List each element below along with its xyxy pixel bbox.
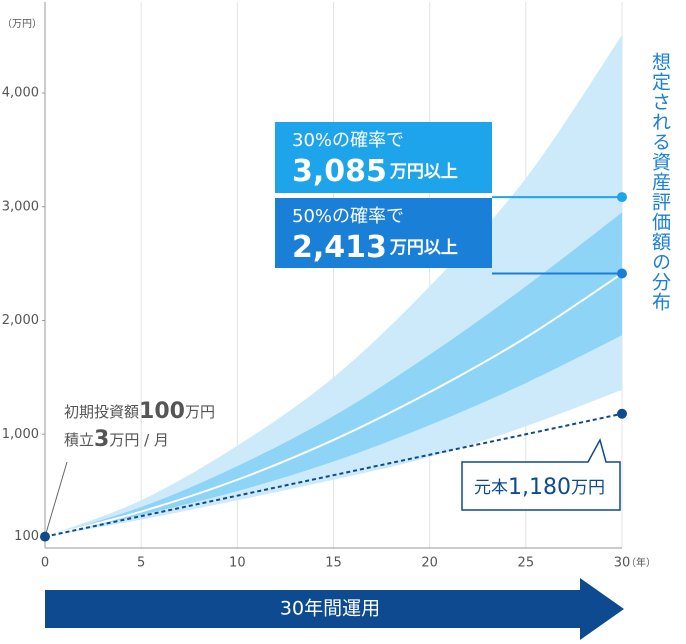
principal-unit: 万円 xyxy=(571,478,605,498)
callout-box xyxy=(461,438,621,511)
banner-arrow xyxy=(45,578,624,640)
y-tick-label: 3,000 xyxy=(2,199,39,214)
callout-box xyxy=(275,198,492,268)
x-tick-label: 25 xyxy=(518,556,535,571)
initial-unit: 万円 xyxy=(185,403,215,421)
y-tick-label: 100 xyxy=(14,529,39,544)
callout-value: 2,413 万円以上 xyxy=(292,230,458,265)
initial-label: 初期投資額 xyxy=(64,403,139,421)
principal-value: 1,180 xyxy=(508,475,571,500)
value-unit: 万円以上 xyxy=(389,162,458,182)
monthly-amount: 3 xyxy=(94,427,109,452)
callout-value: 3,085 万円以上 xyxy=(292,154,458,189)
callout-label: 30%の確率で xyxy=(292,130,404,151)
value-unit: 万円以上 xyxy=(389,238,458,258)
monthly-label: 積立 xyxy=(64,431,94,449)
x-tick-label: 30 xyxy=(614,556,631,571)
band xyxy=(45,34,622,537)
monthly-text: 積立3万円 / 月 xyxy=(64,427,169,452)
initial-amount: 100 xyxy=(139,399,185,424)
line xyxy=(44,412,623,538)
line xyxy=(44,272,623,538)
band xyxy=(45,212,622,537)
x-tick-label: 15 xyxy=(325,556,342,571)
pointer xyxy=(44,461,68,537)
initial-text: 初期投資額100万円 xyxy=(64,399,215,424)
banner-text: 30年間運用 xyxy=(280,598,380,620)
marker xyxy=(40,531,50,542)
x-tick-label: 10 xyxy=(229,556,246,571)
monthly-unit: 万円 / 月 xyxy=(109,431,169,449)
x-tick-label: 0 xyxy=(41,556,49,571)
callout-box xyxy=(275,122,492,193)
y-tick-label: 4,000 xyxy=(2,86,39,101)
x-tick-label: 20 xyxy=(421,556,438,571)
principal-text: 元本1,180万円 xyxy=(474,475,605,500)
marker xyxy=(617,268,627,279)
y-tick-label: 1,000 xyxy=(2,427,39,442)
value-number: 2,413 xyxy=(292,230,387,265)
marker xyxy=(617,408,627,419)
y-tick-label: 2,000 xyxy=(2,313,39,328)
x-unit: （年） xyxy=(626,556,656,569)
side-title: 想定される資産評価額の分布 xyxy=(649,52,671,312)
value-number: 3,085 xyxy=(292,154,387,189)
marker xyxy=(617,192,627,203)
x-tick-label: 5 xyxy=(137,556,145,571)
y-unit: （万円） xyxy=(2,18,42,30)
principal-label: 元本 xyxy=(474,478,508,498)
callout-label: 50%の確率で xyxy=(292,206,404,227)
